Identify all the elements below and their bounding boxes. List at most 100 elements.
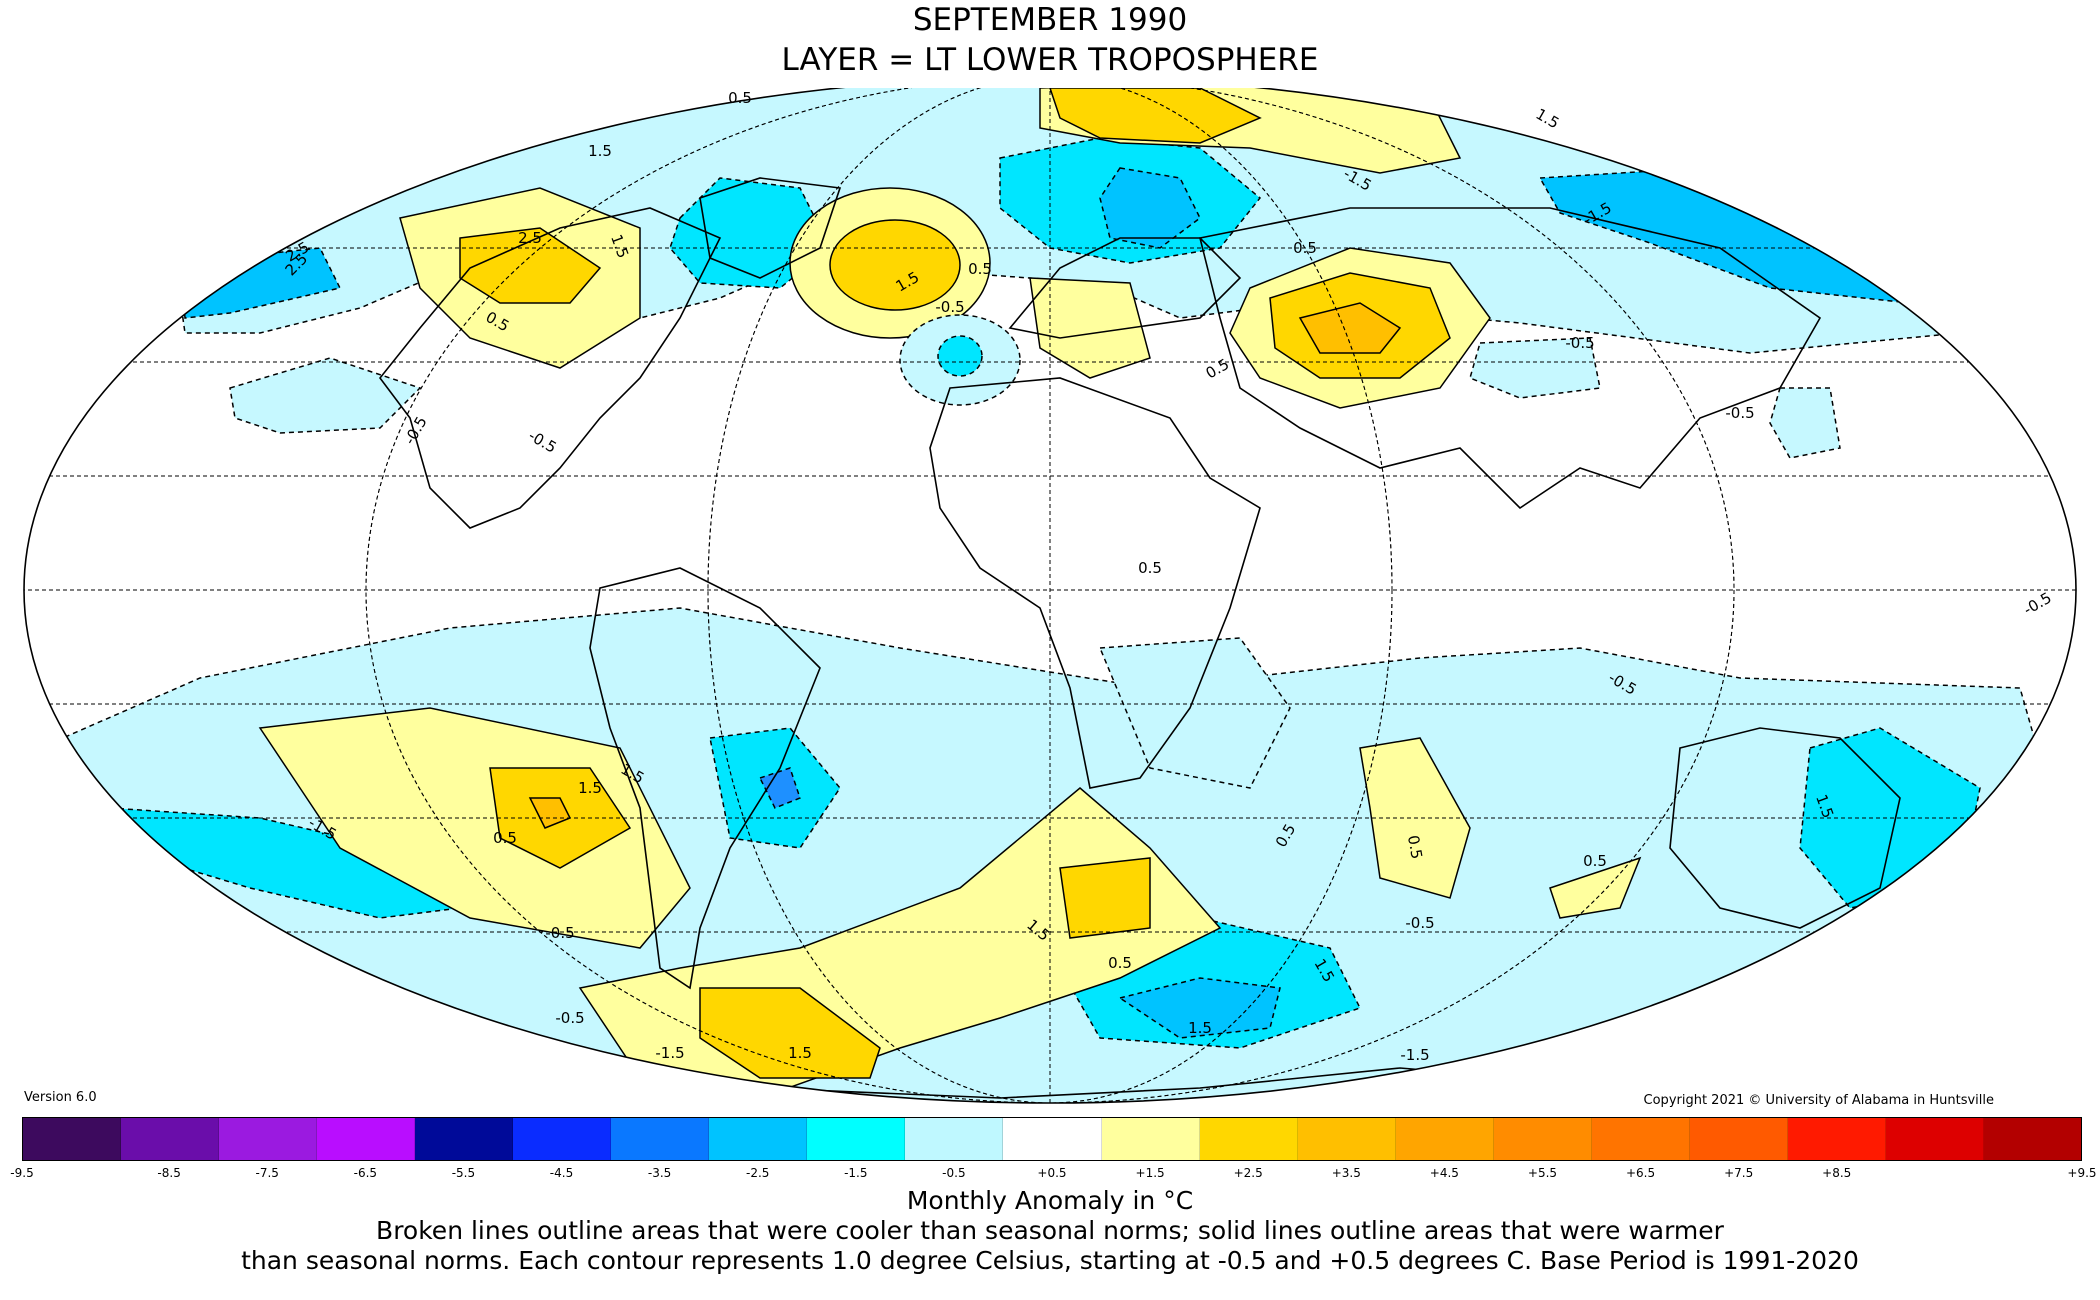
warm-region-north-atlantic-core — [829, 219, 961, 311]
map-subtitle: LAYER = LT LOWER TROPOSPHERE — [781, 42, 1319, 78]
cool-region-west-pacific — [1769, 387, 1841, 459]
colorbar-tick-label: +7.5 — [1724, 1166, 1754, 1180]
colorbar-tick-label: +2.5 — [1233, 1166, 1263, 1180]
cool-region-south-america-core — [758, 767, 801, 809]
colorbar-tick-label: +0.5 — [1037, 1166, 1067, 1180]
contour-label: -1.5 — [655, 1044, 684, 1062]
caption-line-2: than seasonal norms. Each contour repres… — [241, 1246, 1859, 1275]
version-label: Version 6.0 — [24, 1090, 97, 1105]
colorbar-segment — [1003, 1118, 1102, 1160]
colorbar-tick-label: -1.5 — [844, 1166, 868, 1180]
colorbar-segment — [807, 1118, 906, 1160]
contour-labels: 0.51.52.5 2.5 1.50.5-0.5 -0.51.5 0.5-0.51.5-… — [282, 89, 2055, 1064]
meridian-line — [707, 88, 1393, 1103]
colorbar-segment — [1395, 1118, 1494, 1160]
contour-label: 2.5 — [518, 229, 542, 247]
cool-region-antarctic-indian-core — [1118, 977, 1281, 1039]
contour-label: -1.5 — [1400, 1046, 1429, 1064]
warm-region-south-atlantic-south-core — [699, 987, 881, 1079]
colorbar-tick-label: +3.5 — [1331, 1166, 1361, 1180]
colorbar — [22, 1117, 2082, 1161]
colorbar-tick-label: -4.5 — [549, 1166, 574, 1180]
contour-label: -0.5 — [1565, 334, 1594, 352]
warm-region-arctic-europe-core — [1048, 88, 1262, 144]
cool-region-africa — [1098, 637, 1291, 789]
colorbar-tick-label: -3.5 — [647, 1166, 672, 1180]
colorbar-segment — [611, 1118, 710, 1160]
colorbar-segment — [1885, 1118, 1984, 1160]
contour-label: -0.5 — [555, 1009, 584, 1027]
colorbar-segment — [1689, 1118, 1788, 1160]
continent-australia — [1669, 727, 1901, 929]
colorbar-tick-label: -9.5 — [10, 1166, 34, 1180]
map-title: SEPTEMBER 1990 — [912, 2, 1188, 38]
continent-north-america — [378, 207, 722, 529]
cool-region-east-atlantic-core — [937, 335, 983, 377]
continent-south-america — [589, 567, 821, 990]
contour-label: -0.5 — [1725, 404, 1754, 422]
contour-label: -0.5 — [545, 924, 574, 942]
colorbar-segment — [317, 1118, 416, 1160]
continent-outlines — [378, 177, 1901, 1103]
cool-region-south-asia — [1469, 337, 1601, 399]
colorbar-segment — [23, 1118, 122, 1160]
globe-outline — [23, 88, 2077, 1104]
contour-label: 0.5 — [728, 89, 752, 107]
colorbar-ticks: -9.5 -8.5 -7.5 -6.5 -5.5 -4.5 -3.5 -2.5 -1.5 -0.5… — [0, 1166, 2100, 1184]
colorbar-segment — [513, 1118, 612, 1160]
colorbar-tick-label: -0.5 — [942, 1166, 966, 1180]
colorbar-tick-label: +8.5 — [1822, 1166, 1852, 1180]
contour-label: 0.5 — [1583, 852, 1607, 870]
colorbar-segment — [121, 1118, 220, 1160]
meridian-line — [365, 88, 1735, 1103]
caption-line-1: Broken lines outline areas that were coo… — [376, 1216, 1724, 1245]
colorbar-segment — [1787, 1118, 1886, 1160]
contour-label: 1.5 — [788, 1044, 812, 1062]
cool-region-siberia — [1538, 167, 1912, 304]
warm-region-canada-core — [459, 227, 602, 304]
contour-label: 1.5 — [578, 779, 602, 797]
colorbar-segment — [1493, 1118, 1592, 1160]
contour-label: 0.5 — [493, 829, 517, 847]
colorbar-tick-label: -7.5 — [255, 1166, 279, 1180]
colorbar-tick-label: -2.5 — [745, 1166, 770, 1180]
warm-region-south-indian-east — [1549, 856, 1642, 919]
anomaly-map: 0.51.52.5 2.5 1.50.5-0.5 -0.51.5 0.5-0.51.5-… — [23, 88, 2077, 1104]
colorbar-segment — [1297, 1118, 1396, 1160]
colorbar-tick-label: +5.5 — [1527, 1166, 1558, 1180]
warm-region-mediterranean — [1029, 277, 1151, 379]
colorbar-segment — [905, 1118, 1004, 1160]
colorbar-tick-label: +1.5 — [1135, 1166, 1165, 1180]
contour-label: 0.5 — [1108, 954, 1132, 972]
colorbar-segment — [1199, 1118, 1298, 1160]
colorbar-segment — [1101, 1118, 1200, 1160]
colorbar-tick-label: -6.5 — [353, 1166, 378, 1180]
continent-europe — [1008, 237, 1242, 339]
colorbar-tick-label: +4.5 — [1429, 1166, 1459, 1180]
colorbar-segment — [1983, 1118, 2081, 1160]
contour-label: 0.5 — [1293, 239, 1317, 257]
contour-label: 1.5 — [588, 142, 612, 160]
colorbar-tick-label: -8.5 — [157, 1166, 181, 1180]
colorbar-segment — [709, 1118, 808, 1160]
colorbar-tick-label: +9.5 — [2067, 1166, 2097, 1180]
contour-label: 0.5 — [968, 260, 992, 278]
warm-region-central-asia-peak — [1298, 302, 1402, 354]
contour-label: 0.5 — [1138, 559, 1162, 577]
cool-region-north-pacific — [229, 357, 422, 434]
warm-region-south-atlantic-core — [1059, 857, 1151, 939]
contour-label: -0.5 — [1405, 914, 1434, 932]
copyright-label: Copyright 2021 © University of Alabama i… — [1643, 1093, 1994, 1108]
colorbar-segment — [1591, 1118, 1690, 1160]
continent-antarctica — [559, 1067, 1522, 1103]
cool-region-eastern-europe-core — [1099, 167, 1201, 249]
contour-label: 1.5 — [1533, 105, 1563, 133]
graticule — [24, 88, 2076, 1103]
colorbar-segment — [219, 1118, 318, 1160]
colorbar-tick-label: -5.5 — [451, 1166, 476, 1180]
colorbar-label: Monthly Anomaly in °C — [906, 1186, 1194, 1215]
contour-label: -0.5 — [935, 298, 964, 316]
contour-label: 1.5 — [1188, 1019, 1212, 1037]
continent-africa — [929, 377, 1261, 789]
continent-asia — [1199, 207, 1822, 510]
